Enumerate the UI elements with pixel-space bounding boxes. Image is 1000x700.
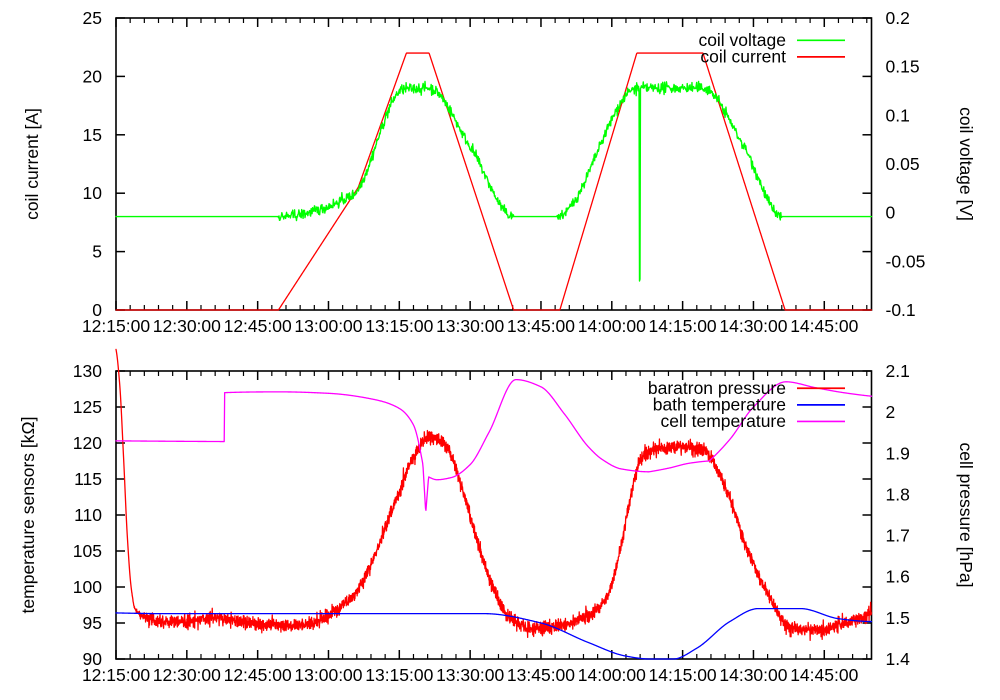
svg-text:14:15:00: 14:15:00 xyxy=(649,665,717,685)
svg-text:14:00:00: 14:00:00 xyxy=(578,665,646,685)
svg-text:1.7: 1.7 xyxy=(886,526,910,546)
svg-text:14:30:00: 14:30:00 xyxy=(719,316,787,336)
svg-text:130: 130 xyxy=(73,361,102,381)
svg-text:12:15:00: 12:15:00 xyxy=(82,316,150,336)
svg-text:15: 15 xyxy=(83,125,102,145)
svg-text:coil current: coil current xyxy=(700,46,786,66)
svg-text:1.4: 1.4 xyxy=(886,649,911,669)
svg-text:cell temperature: cell temperature xyxy=(661,411,786,431)
svg-text:13:30:00: 13:30:00 xyxy=(436,665,504,685)
svg-text:95: 95 xyxy=(83,613,102,633)
svg-text:13:45:00: 13:45:00 xyxy=(507,665,575,685)
svg-text:20: 20 xyxy=(83,66,103,86)
svg-text:1.8: 1.8 xyxy=(886,484,910,504)
svg-text:-0.05: -0.05 xyxy=(886,251,926,271)
svg-text:coil current [A]: coil current [A] xyxy=(22,108,42,220)
svg-text:105: 105 xyxy=(73,541,102,561)
svg-text:0.2: 0.2 xyxy=(886,8,910,28)
svg-text:13:15:00: 13:15:00 xyxy=(365,316,433,336)
svg-text:100: 100 xyxy=(73,577,102,597)
svg-text:0.05: 0.05 xyxy=(886,154,920,174)
svg-text:14:45:00: 14:45:00 xyxy=(790,316,858,336)
svg-text:14:30:00: 14:30:00 xyxy=(719,665,787,685)
svg-text:13:00:00: 13:00:00 xyxy=(294,316,362,336)
svg-text:12:15:00: 12:15:00 xyxy=(82,665,150,685)
svg-text:115: 115 xyxy=(74,469,102,489)
svg-text:120: 120 xyxy=(73,433,102,453)
svg-text:0: 0 xyxy=(886,203,896,223)
svg-text:12:45:00: 12:45:00 xyxy=(224,316,292,336)
svg-text:110: 110 xyxy=(74,505,102,525)
svg-text:25: 25 xyxy=(83,8,102,28)
svg-text:13:15:00: 13:15:00 xyxy=(365,665,433,685)
svg-text:125: 125 xyxy=(73,397,102,417)
svg-text:13:45:00: 13:45:00 xyxy=(507,316,575,336)
svg-text:2.1: 2.1 xyxy=(886,361,910,381)
svg-text:13:30:00: 13:30:00 xyxy=(436,316,504,336)
svg-text:12:30:00: 12:30:00 xyxy=(153,665,221,685)
svg-text:14:15:00: 14:15:00 xyxy=(649,316,717,336)
svg-text:10: 10 xyxy=(83,183,103,203)
svg-text:14:45:00: 14:45:00 xyxy=(790,665,858,685)
svg-text:0.15: 0.15 xyxy=(886,57,920,77)
svg-text:12:45:00: 12:45:00 xyxy=(224,665,292,685)
svg-text:coil voltage [V]: coil voltage [V] xyxy=(956,107,976,221)
svg-text:14:00:00: 14:00:00 xyxy=(578,316,646,336)
svg-text:2: 2 xyxy=(886,402,896,422)
svg-text:5: 5 xyxy=(92,242,102,262)
svg-text:cell pressure [hPa]: cell pressure [hPa] xyxy=(956,443,976,588)
svg-text:12:30:00: 12:30:00 xyxy=(153,316,221,336)
svg-text:1.5: 1.5 xyxy=(886,608,910,628)
svg-text:temperature sensors [kΩ]: temperature sensors [kΩ] xyxy=(18,417,38,614)
svg-text:1.9: 1.9 xyxy=(886,443,910,463)
svg-text:0.1: 0.1 xyxy=(886,105,910,125)
svg-text:1.6: 1.6 xyxy=(886,567,910,587)
svg-text:-0.1: -0.1 xyxy=(886,300,916,320)
svg-text:13:00:00: 13:00:00 xyxy=(294,665,362,685)
